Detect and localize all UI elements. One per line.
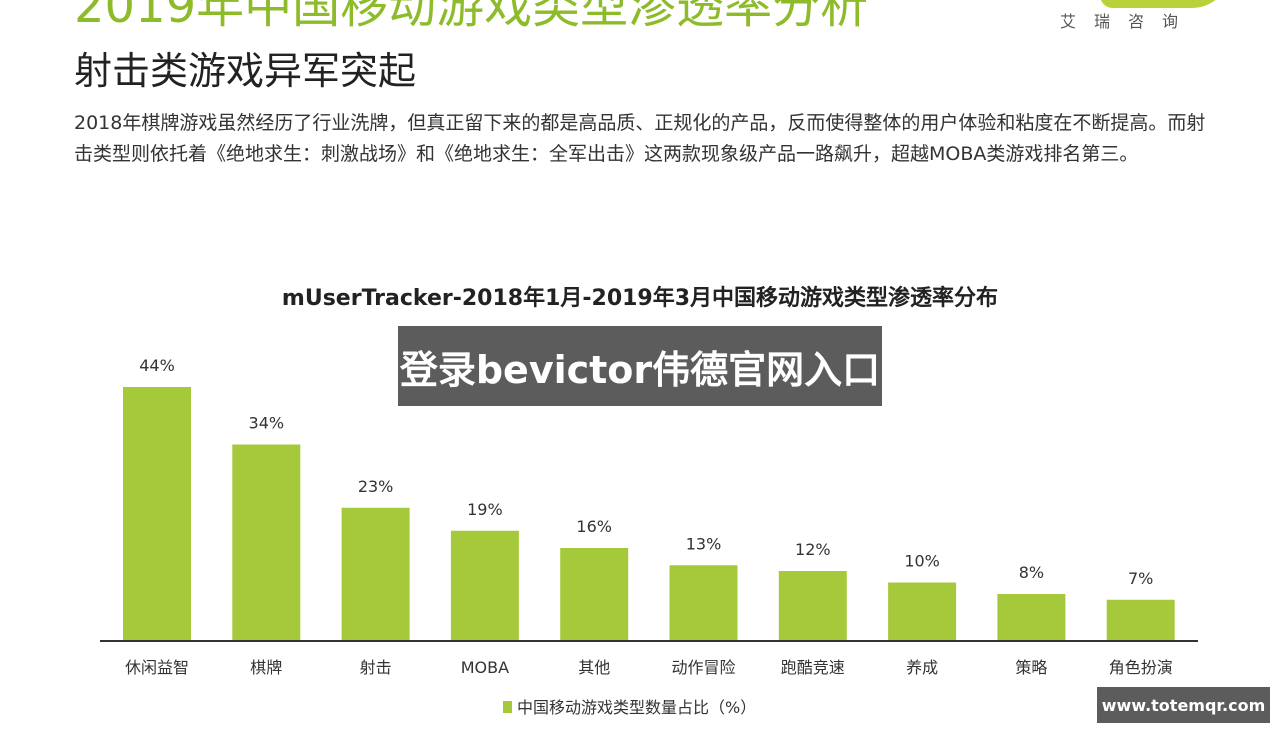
- bar: [341, 507, 410, 640]
- chart-title: mUserTracker-2018年1月-2019年3月中国移动游戏类型渗透率分…: [281, 286, 999, 311]
- x-tick-label: 棋牌: [250, 658, 282, 677]
- x-tick-label: 跑酷竞速: [781, 658, 845, 677]
- legend-label: 中国移动游戏类型数量占比（%）: [517, 698, 756, 717]
- data-label: 10%: [904, 552, 940, 571]
- overlay-banner[interactable]: 登录bevictor伟德官网入口: [398, 326, 882, 406]
- bar: [450, 530, 519, 640]
- paragraph: 2018年棋牌游戏虽然经历了行业洗牌，但真正留下来的都是高品质、正规化的产品，反…: [74, 112, 1206, 165]
- subtitle: 射击类游戏异军突起: [74, 49, 417, 93]
- watermark: www.totemqr.com: [1097, 687, 1270, 723]
- bar: [560, 548, 629, 640]
- x-tick-label: 其他: [578, 658, 610, 677]
- data-label: 44%: [139, 356, 175, 375]
- x-tick-label: 休闲益智: [125, 658, 189, 677]
- x-tick-label: 策略: [1015, 658, 1047, 677]
- data-label: 13%: [686, 534, 722, 553]
- x-tick-label: 角色扮演: [1109, 658, 1173, 677]
- bar: [778, 571, 847, 640]
- data-label: 12%: [795, 540, 831, 559]
- legend-swatch: [503, 701, 512, 713]
- bar: [888, 582, 957, 640]
- bar: [997, 594, 1066, 640]
- data-label: 23%: [358, 477, 394, 496]
- top-title: 2019年中国移动游戏类型渗透率分析: [74, 0, 869, 34]
- data-label: 19%: [467, 500, 503, 519]
- x-tick-label: 养成: [906, 658, 938, 677]
- data-label: 8%: [1019, 563, 1044, 582]
- logo: 艾瑞咨询: [1060, 12, 1197, 31]
- bar: [669, 565, 738, 640]
- x-tick-label: MOBA: [461, 658, 509, 677]
- bar: [1106, 599, 1175, 640]
- data-label: 7%: [1128, 569, 1153, 588]
- bar: [123, 387, 191, 640]
- x-tick-label: 动作冒险: [671, 658, 735, 677]
- data-label: 16%: [576, 517, 612, 536]
- logo-shape: [1100, 0, 1230, 8]
- bar: [232, 444, 301, 640]
- data-label: 34%: [249, 414, 285, 433]
- x-tick-label: 射击: [360, 658, 392, 677]
